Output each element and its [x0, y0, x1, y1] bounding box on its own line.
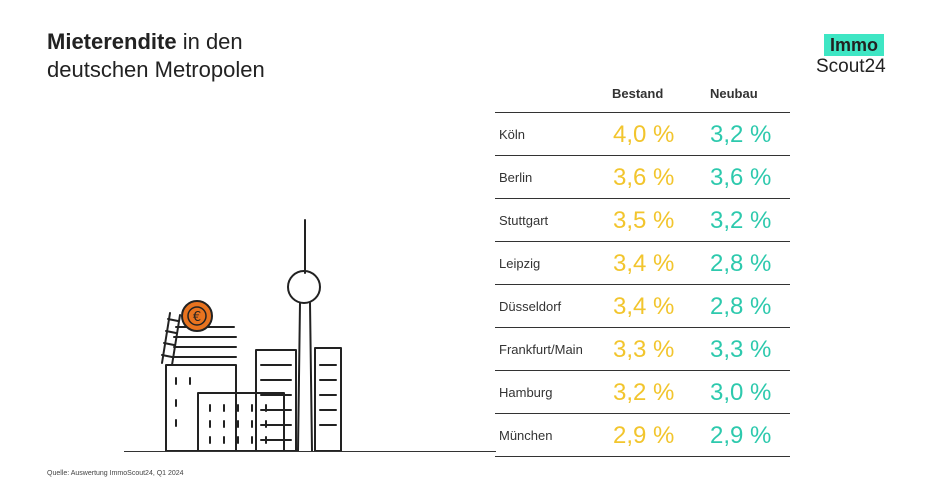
ground-line — [124, 451, 496, 452]
building-mid-windows — [260, 364, 292, 441]
value-bestand: 3,5 % — [613, 207, 675, 234]
logo-immo: Immo — [824, 34, 885, 56]
column-header-neubau: Neubau — [710, 86, 758, 101]
table-row: Köln 4,0 % 3,2 % — [495, 112, 790, 155]
tower-shaft — [297, 302, 313, 452]
value-bestand: 3,4 % — [613, 293, 675, 320]
page-title: Mieterendite in den deutschen Metropolen — [47, 28, 347, 84]
value-bestand: 3,2 % — [613, 379, 675, 406]
city-label: Düsseldorf — [499, 299, 562, 314]
value-neubau: 3,2 % — [710, 121, 772, 148]
value-bestand: 4,0 % — [613, 121, 675, 148]
value-neubau: 3,2 % — [710, 207, 772, 234]
building-right-windows — [319, 364, 337, 426]
value-neubau: 2,9 % — [710, 422, 772, 449]
coin-stack — [173, 326, 237, 358]
euro-symbol: € — [193, 310, 201, 325]
table-row: Leipzig 3,4 % 2,8 % — [495, 241, 790, 284]
logo-scout: Scout24 — [816, 56, 886, 77]
value-neubau: 3,0 % — [710, 379, 772, 406]
value-neubau: 3,6 % — [710, 164, 772, 191]
city-label: Leipzig — [499, 256, 541, 271]
source-note: Quelle: Auswertung ImmoScout24, Q1 2024 — [47, 470, 184, 477]
value-neubau: 2,8 % — [710, 250, 772, 277]
euro-coin-icon — [181, 300, 213, 332]
value-neubau: 3,3 % — [710, 336, 772, 363]
table-row: Düsseldorf 3,4 % 2,8 % — [495, 284, 790, 327]
title-line2: deutschen Metropolen — [47, 57, 265, 82]
city-label: Stuttgart — [499, 213, 549, 228]
value-bestand: 3,6 % — [613, 164, 675, 191]
city-label: Köln — [499, 127, 526, 142]
value-bestand: 2,9 % — [613, 422, 675, 449]
value-bestand: 3,3 % — [613, 336, 675, 363]
title-rest: in den — [176, 29, 243, 54]
value-neubau: 2,8 % — [710, 293, 772, 320]
column-header-bestand: Bestand — [612, 86, 664, 101]
title-bold: Mieterendite — [47, 29, 177, 54]
yield-table: Köln 4,0 % 3,2 % Berlin 3,6 % 3,6 % Stuttgart 3… — [495, 112, 790, 457]
table-row: Frankfurt/Main 3,3 % 3,3 % — [495, 327, 790, 370]
city-label: München — [499, 428, 553, 443]
building-left-windows — [175, 377, 191, 427]
value-bestand: 3,4 % — [613, 250, 675, 277]
city-label: Frankfurt/Main — [499, 342, 583, 357]
city-label: Hamburg — [499, 385, 553, 400]
table-row: Berlin 3,6 % 3,6 % — [495, 155, 790, 198]
table-row: München 2,9 % 2,9 % — [495, 413, 790, 457]
city-skyline-illustration: € — [161, 219, 342, 452]
table-row: Hamburg 3,2 % 3,0 % — [495, 370, 790, 413]
table-row: Stuttgart 3,5 % 3,2 % — [495, 198, 790, 241]
coin-column-tilted — [161, 312, 181, 366]
city-label: Berlin — [499, 170, 533, 185]
building-right — [314, 347, 342, 452]
tower-sphere — [287, 270, 321, 304]
immoscout-logo: Immo Scout24 — [812, 34, 896, 82]
building-front-windows — [209, 404, 267, 444]
